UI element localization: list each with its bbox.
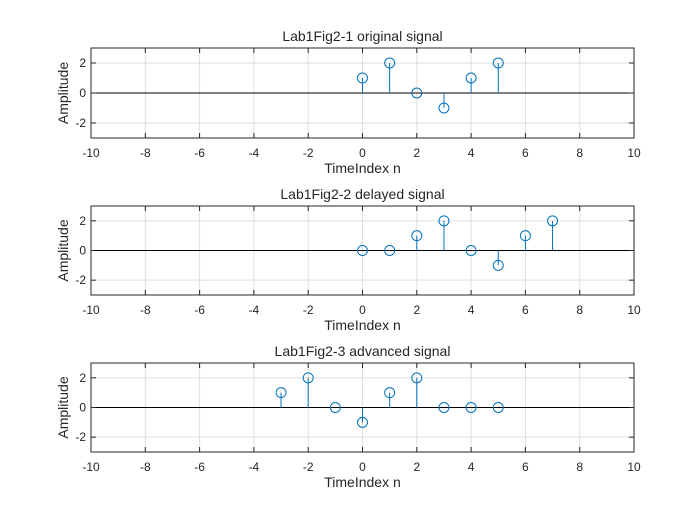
x-tick-label: 10 xyxy=(627,460,641,474)
x-tick-label: 4 xyxy=(468,303,475,317)
x-tick-label: -10 xyxy=(82,146,100,160)
x-tick-label: -8 xyxy=(140,146,151,160)
y-tick-label: -2 xyxy=(75,430,86,444)
x-tick-label: 8 xyxy=(576,460,583,474)
x-tick-label: 6 xyxy=(522,460,529,474)
y-tick-label: 2 xyxy=(79,56,86,70)
stem-marker xyxy=(547,215,559,227)
subplot-original-signal: -10 -8 -6 -4 -2 0 2 4 6 8 10 -2 0 2 Lab1Fig2-1 origin… xyxy=(55,28,641,176)
y-axis-label: Amplitude xyxy=(55,376,71,438)
stem-marker xyxy=(492,402,504,413)
y-axis-label: Amplitude xyxy=(55,62,71,124)
x-tick-label: 8 xyxy=(576,303,583,317)
stem-marker xyxy=(275,387,287,399)
y-tick-label: 2 xyxy=(79,214,86,228)
x-tick-label: -6 xyxy=(194,460,205,474)
stem-marker xyxy=(438,402,450,413)
stem-marker xyxy=(357,72,368,84)
x-tick-label: -10 xyxy=(82,460,100,474)
x-tick-label: 4 xyxy=(468,146,475,160)
y-tick-label: 0 xyxy=(79,86,86,100)
stem-marker xyxy=(492,259,504,271)
y-axis-label: Amplitude xyxy=(55,219,71,281)
x-tick-label: -2 xyxy=(303,460,314,474)
x-tick-label: 0 xyxy=(359,460,366,474)
stem-marker xyxy=(465,402,477,413)
x-tick-label: 10 xyxy=(627,303,641,317)
x-tick-label: 10 xyxy=(627,146,641,160)
subplot-title: Lab1Fig2-1 original signal xyxy=(282,28,442,44)
subplot-delayed-signal: -10 -8 -6 -4 -2 0 2 4 6 8 10 -2 0 2 Lab1Fig2-2 delaye… xyxy=(55,186,641,333)
x-tick-label: -4 xyxy=(249,146,260,160)
subplot-title: Lab1Fig2-2 delayed signal xyxy=(280,186,444,202)
stem-marker xyxy=(384,245,396,256)
stem-marker xyxy=(329,402,341,413)
x-tick-label: 2 xyxy=(413,146,420,160)
stem-marker xyxy=(411,372,423,384)
stem-marker xyxy=(465,72,477,84)
x-tick-label: 6 xyxy=(522,303,529,317)
x-tick-label: -4 xyxy=(249,303,260,317)
y-tick-label: -2 xyxy=(75,116,86,130)
stem-marker xyxy=(465,245,477,256)
x-tick-label: -4 xyxy=(249,460,260,474)
stem-marker xyxy=(438,102,450,114)
y-tick-label: 2 xyxy=(79,371,86,385)
x-tick-label: 2 xyxy=(413,460,420,474)
x-tick-label: 4 xyxy=(468,460,475,474)
stem-marker xyxy=(411,87,423,99)
stem-marker xyxy=(411,230,423,242)
stem-marker xyxy=(357,416,368,428)
x-tick-label: -2 xyxy=(303,146,314,160)
x-axis-label: TimeIndex n xyxy=(324,160,401,176)
stem-marker xyxy=(384,57,396,69)
x-tick-label: -6 xyxy=(194,303,205,317)
stem-marker xyxy=(519,230,531,242)
x-tick-label: 0 xyxy=(359,303,366,317)
y-tick-label: -2 xyxy=(75,273,86,287)
y-tick-label: 0 xyxy=(79,244,86,258)
x-tick-label: 6 xyxy=(522,146,529,160)
x-tick-label: -2 xyxy=(303,303,314,317)
x-tick-label: -6 xyxy=(194,146,205,160)
x-axis-label: TimeIndex n xyxy=(324,317,401,333)
subplot-advanced-signal: -10 -8 -6 -4 -2 0 2 4 6 8 10 -2 0 2 Lab1Fig2-3 advanc… xyxy=(55,343,641,490)
x-tick-label: -8 xyxy=(140,303,151,317)
stem-marker xyxy=(492,57,504,69)
stem-marker xyxy=(357,245,368,256)
y-tick-label: 0 xyxy=(79,401,86,415)
x-tick-label: 2 xyxy=(413,303,420,317)
stem-marker xyxy=(302,372,314,384)
subplot-title: Lab1Fig2-3 advanced signal xyxy=(275,343,451,359)
stem-marker xyxy=(384,387,396,399)
x-tick-label: -8 xyxy=(140,460,151,474)
x-tick-label: -10 xyxy=(82,303,100,317)
x-tick-label: 0 xyxy=(359,146,366,160)
x-tick-label: 8 xyxy=(576,146,583,160)
x-axis-label: TimeIndex n xyxy=(324,474,401,490)
stem-marker xyxy=(438,215,450,227)
